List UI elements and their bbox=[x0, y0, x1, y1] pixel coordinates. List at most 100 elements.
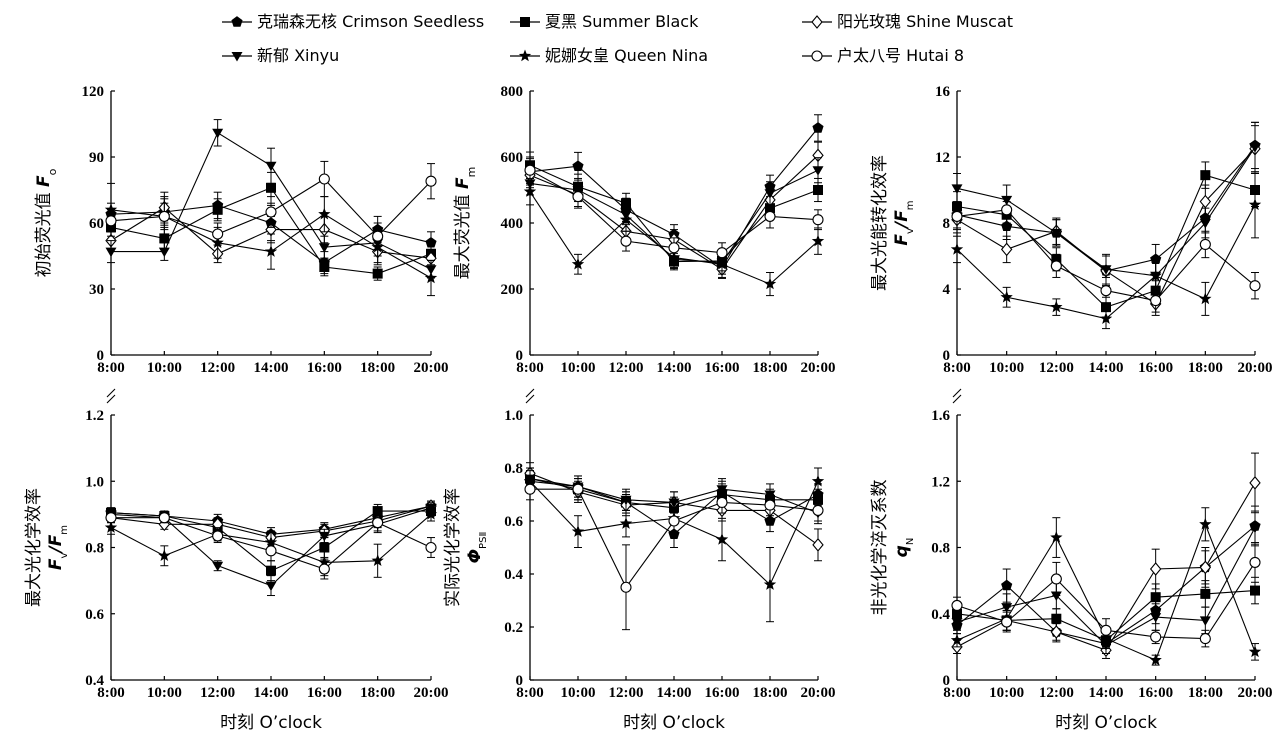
legend-label: 妮娜女皇 Queen Nina bbox=[545, 46, 708, 65]
data-point-marker bbox=[716, 247, 728, 259]
data-point-marker bbox=[1150, 613, 1162, 623]
legend-item: 新郁 Xinyu bbox=[222, 46, 339, 65]
legend-item: 妮娜女皇 Queen Nina bbox=[510, 46, 708, 65]
data-point-marker bbox=[371, 554, 384, 566]
axis-break-mark bbox=[106, 388, 116, 398]
x-tick-label: 16:00 bbox=[307, 685, 342, 701]
y-tick-label: 0.6 bbox=[504, 514, 523, 530]
data-point-marker bbox=[1050, 591, 1062, 602]
data-point-marker bbox=[104, 203, 118, 216]
data-point-marker bbox=[524, 164, 536, 176]
data-point-marker bbox=[265, 161, 277, 172]
x-tick-label: 8:00 bbox=[97, 685, 125, 701]
data-point-marker bbox=[1199, 238, 1211, 250]
y-tick-label: 0.8 bbox=[504, 461, 523, 477]
x-tick-label: 14:00 bbox=[657, 685, 692, 701]
data-point-marker bbox=[1199, 517, 1212, 530]
data-point-marker bbox=[158, 210, 170, 222]
data-point-marker bbox=[266, 182, 276, 193]
x-tick-label: 20:00 bbox=[414, 360, 449, 376]
chart-panel: 0 0.4 0.8 1.2 1.6 8:00 10:00 12:00 14:00 16:00 18:… bbox=[870, 388, 1273, 733]
data-point-marker bbox=[158, 512, 170, 524]
data-point-marker bbox=[1248, 645, 1262, 658]
x-tick-label: 12:00 bbox=[200, 685, 235, 701]
x-axis-title: 时刻 O’clock bbox=[220, 713, 322, 733]
legend-marker-icon bbox=[231, 52, 243, 62]
x-tick-label: 20:00 bbox=[801, 685, 836, 701]
x-tick-label: 18:00 bbox=[1188, 685, 1223, 701]
data-point-marker bbox=[266, 565, 276, 576]
x-tick-label: 16:00 bbox=[1138, 685, 1173, 701]
data-point-marker bbox=[812, 214, 824, 226]
data-point-marker bbox=[951, 210, 963, 222]
data-point-marker bbox=[212, 204, 223, 215]
x-axis-title: 时刻 O’clock bbox=[1055, 713, 1157, 733]
data-point-marker bbox=[950, 633, 964, 646]
data-point-marker bbox=[523, 185, 537, 197]
data-point-marker bbox=[572, 160, 584, 171]
data-point-marker bbox=[318, 173, 330, 185]
data-point-marker bbox=[1050, 260, 1062, 272]
data-point-marker bbox=[1150, 253, 1162, 264]
x-tick-label: 10:00 bbox=[561, 685, 596, 701]
data-point-marker bbox=[620, 495, 632, 506]
data-point-marker bbox=[158, 247, 170, 258]
data-point-marker bbox=[1199, 560, 1212, 575]
legend-marker-icon bbox=[811, 15, 823, 29]
data-point-marker bbox=[1050, 300, 1063, 313]
data-point-marker bbox=[1249, 523, 1261, 534]
data-point-marker bbox=[811, 474, 825, 487]
x-tick-label: 12:00 bbox=[609, 360, 644, 376]
series bbox=[951, 196, 1261, 313]
data-point-marker bbox=[1000, 242, 1013, 257]
y-tick-label: 0.8 bbox=[85, 541, 104, 557]
y-axis-title: 非光化学淬灭系数 qN bbox=[870, 480, 916, 616]
x-tick-label: 20:00 bbox=[1238, 360, 1273, 376]
data-point-marker bbox=[105, 512, 117, 524]
data-point-marker bbox=[1050, 573, 1062, 585]
axis-break-mark bbox=[525, 394, 535, 404]
data-point-marker bbox=[158, 549, 171, 561]
series bbox=[951, 542, 1261, 648]
y-tick-label: 0 bbox=[943, 348, 951, 364]
y-tick-label: 0.8 bbox=[931, 541, 950, 557]
legend-label: 克瑞森无核 Crimson Seedless bbox=[257, 12, 484, 31]
legend-item: 克瑞森无核 Crimson Seedless bbox=[222, 12, 484, 31]
data-point-marker bbox=[1199, 633, 1211, 645]
y-tick-label: 0.4 bbox=[931, 607, 950, 623]
data-point-marker bbox=[1100, 624, 1112, 636]
data-point-marker bbox=[264, 245, 278, 257]
data-point-marker bbox=[319, 542, 330, 553]
data-point-marker bbox=[1100, 265, 1112, 275]
data-point-marker bbox=[619, 213, 633, 225]
data-point-marker bbox=[318, 563, 330, 575]
data-point-marker bbox=[1050, 531, 1063, 543]
y-tick-label: 0.6 bbox=[85, 607, 104, 623]
x-tick-label: 14:00 bbox=[254, 685, 289, 701]
data-point-marker bbox=[1249, 476, 1261, 490]
y-tick-label: 120 bbox=[82, 84, 105, 100]
legend-marker-icon bbox=[231, 16, 243, 27]
data-point-marker bbox=[1100, 285, 1112, 297]
data-point-marker bbox=[318, 243, 330, 253]
data-point-marker bbox=[105, 247, 117, 258]
x-tick-label: 14:00 bbox=[1089, 685, 1124, 701]
data-point-marker bbox=[1099, 312, 1113, 324]
legend-marker-icon bbox=[520, 17, 530, 27]
data-point-marker bbox=[813, 185, 823, 195]
chart-panel: 0 0.2 0.4 0.6 0.8 1.0 8:00 10:00 12:00 14:00 16:00… bbox=[443, 388, 836, 733]
x-tick-label: 10:00 bbox=[147, 360, 182, 376]
data-point-marker bbox=[319, 262, 330, 272]
x-tick-label: 12:00 bbox=[1039, 685, 1074, 701]
data-point-marker bbox=[1001, 616, 1013, 628]
legend-label: 户太八号 Hutai 8 bbox=[837, 46, 964, 65]
y-tick-label: 0 bbox=[516, 348, 524, 364]
data-point-marker bbox=[372, 517, 384, 529]
axis-break-mark bbox=[525, 388, 535, 398]
data-point-marker bbox=[715, 533, 729, 545]
data-point-marker bbox=[1150, 631, 1162, 643]
y-axis-title: 最大荧光值 Fm bbox=[453, 167, 478, 280]
y-tick-label: 0.4 bbox=[85, 673, 104, 689]
data-point-marker bbox=[811, 234, 825, 247]
